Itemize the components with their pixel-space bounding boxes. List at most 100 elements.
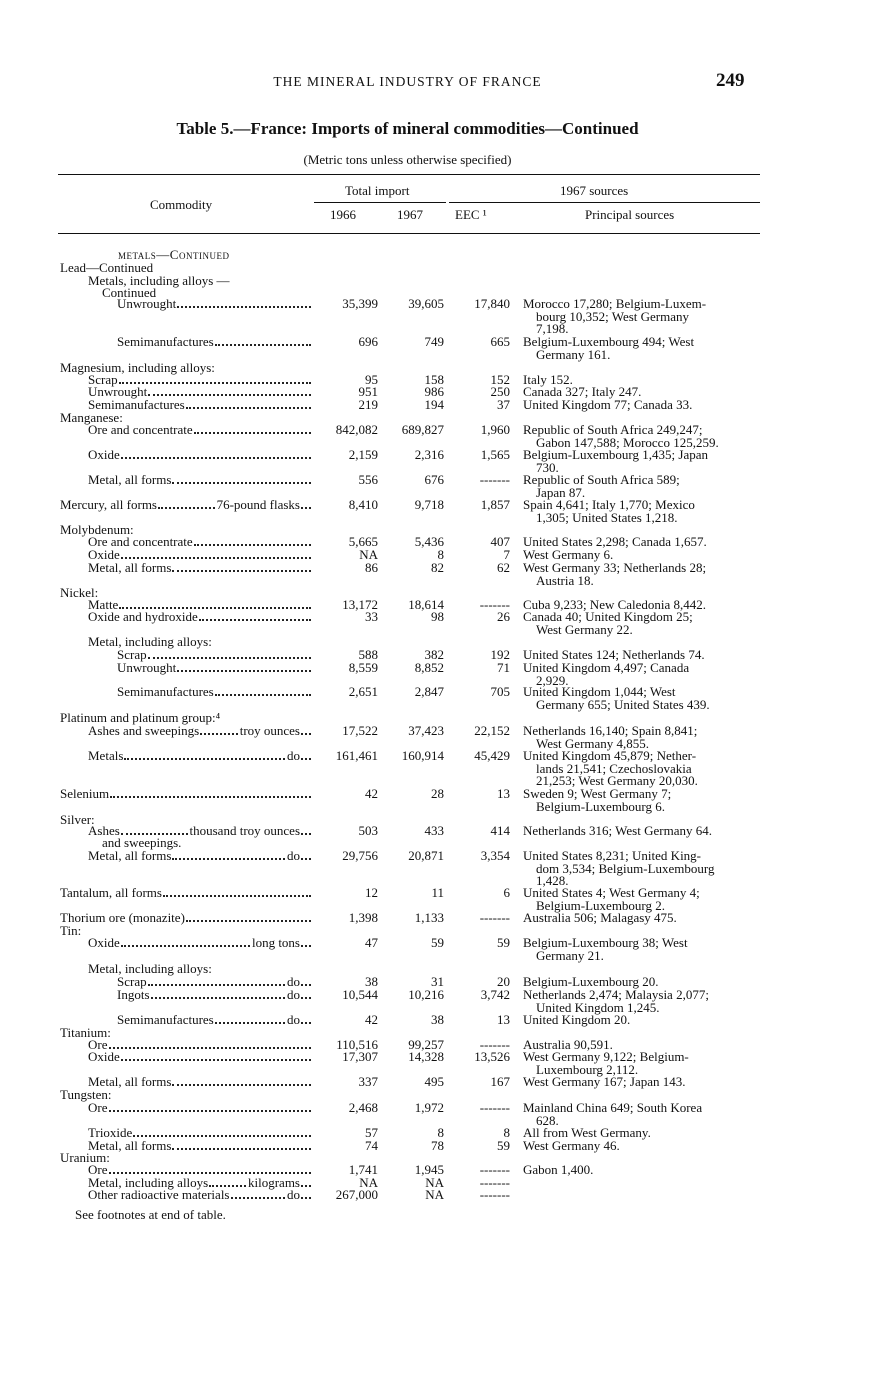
table-row: Tin:: [0, 924, 870, 937]
source-line: Cuba 9,233; New Caledonia 8,442.: [523, 597, 707, 612]
commodity-name: Magnesium, including alloys:: [60, 360, 215, 375]
unit-label: do: [287, 748, 300, 763]
commodity-name: Ore and concentrate: [88, 422, 193, 437]
commodity-label: Metal, all forms: [88, 1139, 313, 1152]
table-row: Semimanufactures 219 194 37 United Kingdom 7…: [0, 398, 870, 411]
header-principal-sources: Principal sources: [585, 207, 675, 222]
value-1966: NA: [359, 1175, 378, 1190]
commodity-label: Tantalum, all forms: [60, 886, 313, 899]
unit-label: do: [287, 848, 300, 863]
value-eec: 37: [497, 397, 510, 412]
value-1967: 78: [431, 1138, 444, 1153]
unit-label: 76-pound flasks: [216, 497, 300, 512]
footnote: See footnotes at end of table.: [75, 1207, 226, 1222]
value-1967: 433: [424, 823, 445, 838]
source-line: Canada 327; Italy 247.: [523, 384, 642, 399]
unit-label: do: [287, 1187, 300, 1202]
table-row: Titanium:: [0, 1026, 870, 1039]
table-row: metals—Continued: [0, 248, 870, 261]
principal-sources: United Kingdom 45,879; Nether-lands 21,5…: [523, 749, 698, 787]
dot-leader: [147, 656, 311, 659]
source-line: Morocco 17,280; Belgium-Luxem-: [523, 296, 707, 311]
dot-leader: [177, 669, 311, 672]
value-eec: 192: [490, 647, 511, 662]
commodity-name: Metal, all forms: [88, 848, 172, 863]
commodity-name: Oxide: [88, 935, 120, 950]
commodity-label: Metal, including alloys:: [88, 962, 212, 975]
source-line: United Kingdom 77; Canada 33.: [523, 397, 693, 412]
commodity-label: Scrap do: [117, 975, 313, 988]
value-eec: 8: [503, 1125, 511, 1140]
commodity-name: Ashes and sweepings: [88, 723, 200, 738]
commodity-label: Metals, including alloys —: [88, 274, 230, 287]
commodity-name: Unwrought: [117, 296, 177, 311]
commodity-name: Metals: [88, 748, 124, 763]
table-row: Mercury, all forms 76-pound flasks 8,410 9,…: [0, 497, 870, 523]
table-row: Unwrought 951 986 250 Canada 327; Italy 247.: [0, 385, 870, 398]
page-number: 249: [716, 70, 745, 91]
value-1967: 676: [424, 472, 445, 487]
table-row: Ore 1,741 1,945 ------- Gabon 1,400.: [0, 1163, 870, 1176]
value-1967: 20,871: [408, 848, 444, 863]
table-row: Metal, all forms 74 78 59 West Germany 46.: [0, 1139, 870, 1152]
value-eec: 13: [497, 1012, 510, 1027]
dot-leader: [214, 343, 311, 346]
source-line: 2,929.: [536, 672, 569, 688]
value-1967: 38: [431, 1012, 444, 1027]
dot-leader: [120, 456, 311, 459]
source-line: 1,428.: [536, 873, 569, 889]
commodity-label: Semimanufactures: [117, 335, 313, 348]
value-1967: 2,316: [414, 447, 444, 462]
table-row: Unwrought 35,399 39,605 17,840 Morocco 17,28…: [0, 296, 870, 335]
value-eec: -------: [479, 1187, 510, 1202]
value-1967: 8: [437, 1125, 445, 1140]
dot-leader: [214, 693, 311, 696]
principal-sources: West Germany 6.: [523, 548, 613, 561]
source-line: Belgium-Luxembourg 2.: [536, 897, 666, 913]
source-line: Belgium-Luxembourg 20.: [523, 974, 659, 989]
principal-sources: West Germany 33; Netherlands 28; Austria …: [523, 561, 706, 586]
commodity-name: Lead—Continued: [60, 260, 154, 275]
table-row: Trioxide 57 8 8 All from West Germany.: [0, 1126, 870, 1139]
source-line: Republic of South Africa 249,247;: [523, 422, 703, 437]
value-eec: 26: [497, 609, 510, 624]
dot-leader: [301, 944, 311, 947]
commodity-name: Nickel:: [60, 585, 99, 600]
principal-sources: Australia 506; Malagasy 475.: [523, 911, 677, 924]
principal-sources: Sweden 9; West Germany 7; Belgium-Luxembo…: [523, 787, 671, 812]
value-1967: 5,436: [414, 534, 444, 549]
commodity-label: Ore: [88, 1163, 313, 1176]
table-row: Scrap 95 158 152 Italy 152.: [0, 373, 870, 386]
source-line: Gabon 1,400.: [523, 1162, 594, 1177]
source-line: Netherlands 2,474; Malaysia 2,077;: [523, 987, 709, 1002]
commodity-name: Semimanufactures: [117, 334, 214, 349]
commodity-name: Tungsten:: [60, 1087, 112, 1102]
unit-label: do: [287, 974, 300, 989]
principal-sources: West Germany 46.: [523, 1139, 620, 1152]
table-row: Ore and concentrate 5,665 5,436 407 United S…: [0, 535, 870, 548]
dot-leader: [185, 919, 311, 922]
dot-leader: [110, 795, 311, 798]
commodity-label: Metals do: [88, 749, 313, 762]
table-row: Ingots do 10,544 10,216 3,742 Netherlands 2,4…: [0, 987, 870, 1013]
value-1966: 161,461: [335, 748, 378, 763]
table-row: Scrap do 38 31 20 Belgium-Luxembourg 20.: [0, 975, 870, 988]
commodity-label: Titanium:: [60, 1026, 111, 1039]
commodity-name: Mercury, all forms: [60, 497, 157, 512]
value-eec: 22,152: [474, 723, 510, 738]
commodity-name: Ingots: [117, 987, 150, 1002]
principal-sources: Gabon 1,400.: [523, 1163, 593, 1176]
source-line: United Kingdom 45,879; Nether-: [523, 748, 697, 763]
table-row: Thorium ore (monazite) 1,398 1,133 ------- A…: [0, 911, 870, 924]
dot-leader: [120, 832, 188, 835]
value-eec: 59: [497, 1138, 510, 1153]
commodity-name: Ore: [88, 1037, 108, 1052]
principal-sources: Cuba 9,233; New Caledonia 8,442.: [523, 598, 706, 611]
value-1967: 39,605: [408, 296, 444, 311]
table-row: Lead—Continued: [0, 261, 870, 274]
source-line: Austria 18.: [536, 572, 594, 588]
value-1967: 8: [437, 547, 445, 562]
source-line: Australia 506; Malagasy 475.: [523, 910, 677, 925]
value-1967: NA: [425, 1175, 444, 1190]
table-row: Oxide NA 8 7 West Germany 6.: [0, 548, 870, 561]
